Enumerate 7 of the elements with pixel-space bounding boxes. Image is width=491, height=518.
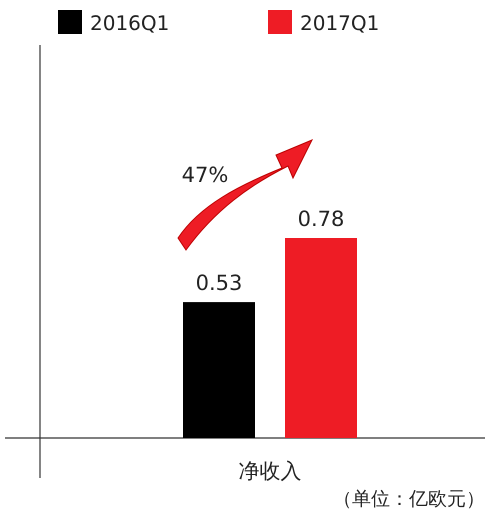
data-label: 0.78 [298,207,344,231]
x-tick-label: 净收入 [238,459,302,483]
legend-label: 2016Q1 [90,11,170,35]
text: （单位：亿欧元） [333,488,485,510]
data-label: 0.53 [196,271,242,296]
text: 47% [182,163,228,187]
legend-label: 2017Q1 [300,11,380,35]
